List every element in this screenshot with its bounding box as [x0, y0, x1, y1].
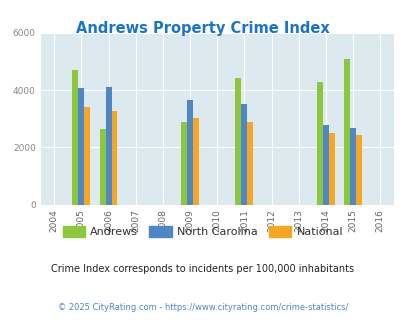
Bar	[241, 104, 247, 205]
Bar	[355, 135, 361, 205]
Bar	[187, 100, 192, 205]
Text: © 2025 CityRating.com - https://www.cityrating.com/crime-statistics/: © 2025 CityRating.com - https://www.city…	[58, 303, 347, 312]
Bar	[235, 78, 241, 205]
Bar	[328, 133, 334, 205]
Bar	[105, 87, 111, 205]
Bar	[72, 70, 78, 205]
Bar	[181, 122, 187, 205]
Bar	[349, 128, 355, 205]
Legend: Andrews, North Carolina, National: Andrews, North Carolina, National	[58, 222, 347, 242]
Bar	[322, 124, 328, 205]
Bar	[84, 107, 90, 205]
Bar	[78, 88, 84, 205]
Text: Crime Index corresponds to incidents per 100,000 inhabitants: Crime Index corresponds to incidents per…	[51, 264, 354, 274]
Text: Andrews Property Crime Index: Andrews Property Crime Index	[76, 21, 329, 36]
Bar	[111, 111, 117, 205]
Bar	[192, 118, 198, 205]
Bar	[343, 59, 349, 205]
Bar	[99, 129, 105, 205]
Bar	[316, 82, 322, 205]
Bar	[247, 122, 253, 205]
